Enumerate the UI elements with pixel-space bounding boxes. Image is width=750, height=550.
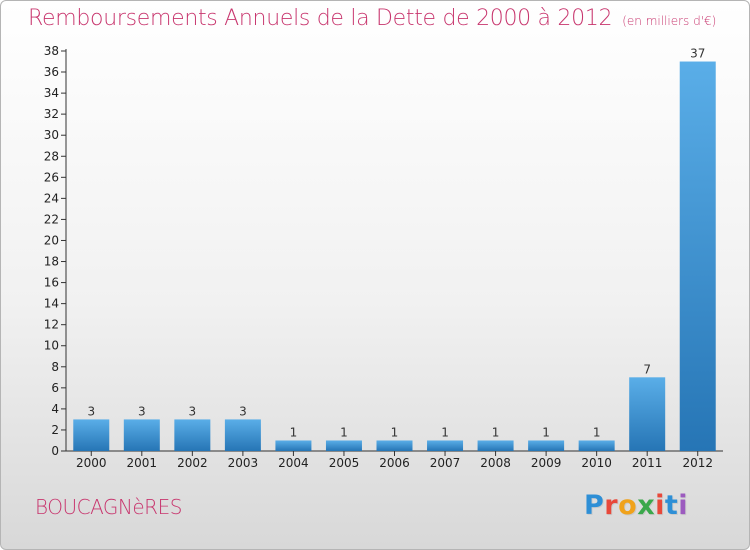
x-tick-label: 2004 (278, 456, 309, 470)
x-tick-label: 2008 (480, 456, 511, 470)
bar (477, 440, 514, 451)
logo-letter: o (618, 490, 638, 521)
data-label: 1 (542, 425, 550, 439)
data-label: 3 (239, 404, 247, 418)
x-tick-label: 2011 (632, 456, 663, 470)
x-tick-label: 2012 (682, 456, 713, 470)
x-tick-label: 2006 (379, 456, 410, 470)
proxiti-logo: Proxiti (584, 490, 688, 521)
y-tick-label: 38 (44, 44, 59, 58)
logo-letter: x (637, 490, 656, 521)
data-label: 1 (340, 425, 348, 439)
data-label: 1 (391, 425, 399, 439)
data-label: 3 (138, 404, 146, 418)
data-label: 1 (441, 425, 449, 439)
logo-letter: r (604, 490, 619, 521)
y-tick-label: 2 (51, 423, 59, 437)
bar (679, 61, 716, 452)
chart-title: Remboursements Annuels de la Dette de 20… (28, 6, 716, 31)
y-tick-label: 16 (44, 276, 59, 290)
bar (325, 440, 362, 451)
logo-letter: i (655, 490, 665, 521)
data-label: 1 (492, 425, 500, 439)
x-tick-label: 2009 (531, 456, 562, 470)
bar (578, 440, 615, 451)
title-text: Remboursements Annuels de la Dette de 20… (28, 6, 613, 31)
data-label: 3 (87, 404, 95, 418)
x-tick-label: 2000 (76, 456, 107, 470)
y-tick-label: 24 (44, 191, 59, 205)
y-tick-label: 14 (44, 297, 59, 311)
y-tick-label: 28 (44, 149, 59, 163)
bar (275, 440, 312, 451)
y-tick-label: 26 (44, 170, 59, 184)
x-tick-label: 2007 (430, 456, 461, 470)
y-tick-label: 20 (44, 233, 59, 247)
bar (629, 377, 666, 451)
y-tick-label: 34 (44, 86, 59, 100)
y-tick-label: 22 (44, 212, 59, 226)
y-tick-label: 12 (44, 318, 59, 332)
y-tick-label: 36 (44, 65, 59, 79)
logo-letter: i (678, 490, 689, 521)
y-tick-label: 0 (51, 444, 59, 458)
x-axis: 2000 2001 2002 2003 2004 2005 2006 2007 2008 2009… (66, 450, 723, 470)
chart-subtitle: (en milliers d'€) (622, 14, 717, 28)
bar (427, 440, 464, 451)
x-tick-label: 2002 (177, 456, 208, 470)
logo-letter: P (584, 490, 605, 521)
bar (376, 440, 413, 451)
data-label: 7 (643, 362, 651, 376)
data-label: 3 (189, 404, 197, 418)
bar (73, 419, 110, 451)
y-tick-label: 6 (51, 381, 59, 395)
bar (123, 419, 160, 451)
y-tick-label: 8 (51, 360, 59, 374)
y-tick-label: 18 (44, 255, 59, 269)
x-tick-label: 2005 (329, 456, 360, 470)
data-label: 37 (690, 47, 705, 61)
logo-letter: t (664, 490, 679, 521)
town-name: BOUCAGNèRES (35, 495, 182, 519)
y-tick-label: 10 (44, 339, 59, 353)
bar (174, 419, 211, 451)
bars: 3 3 3 3 1 1 1 1 1 1 1 7 37 (73, 47, 716, 452)
x-tick-label: 2001 (127, 456, 158, 470)
x-tick-label: 2010 (581, 456, 612, 470)
y-tick-label: 4 (51, 402, 59, 416)
y-tick-label: 30 (44, 128, 59, 142)
bar (528, 440, 565, 451)
bar (224, 419, 261, 451)
data-label: 1 (593, 425, 601, 439)
y-tick-label: 32 (44, 107, 59, 121)
x-tick-label: 2003 (228, 456, 259, 470)
data-label: 1 (290, 425, 298, 439)
